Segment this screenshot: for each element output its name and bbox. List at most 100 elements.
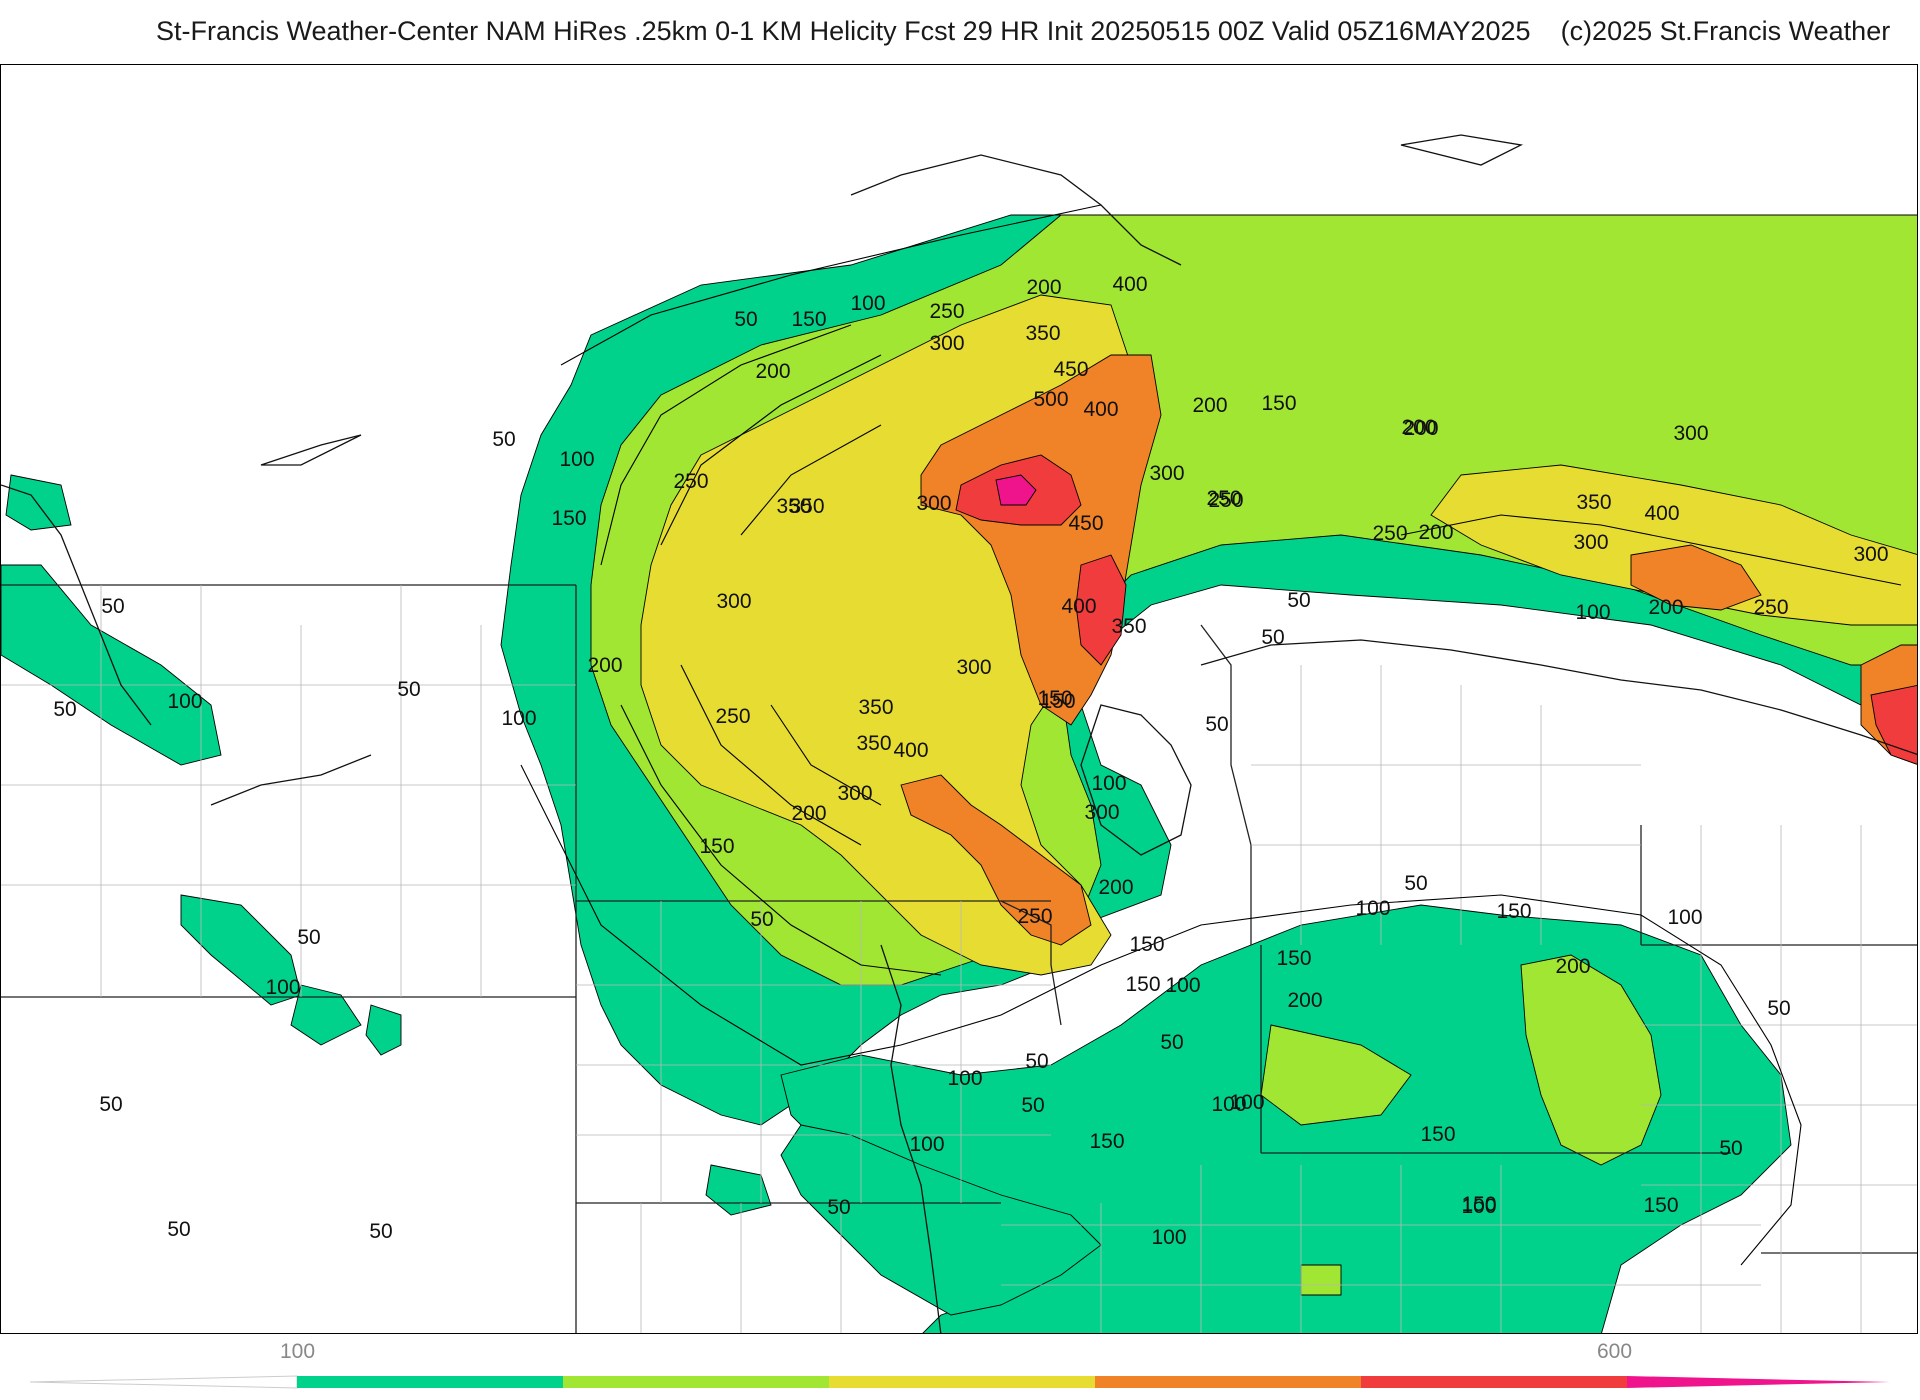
contour-label: 200 [587,654,622,677]
contour-label: 200 [1648,596,1683,619]
contour-label: 250 [1206,487,1241,510]
river-outline-1 [880,944,942,1333]
contour-label: 150 [1037,687,1072,710]
contour-label: 150 [1125,973,1160,996]
contour-label: 100 [1461,1195,1496,1218]
colorbar-tick-600: 600 [1597,1340,1633,1363]
contour-label: 50 [1025,1050,1048,1073]
county-grid-10 [1001,1224,1761,1286]
contour-label: 250 [715,705,750,728]
contour-label: 350 [776,495,811,518]
contour-label: 450 [1068,512,1103,535]
contour-label: 100 [1575,601,1610,624]
contour-label: 100 [559,448,594,471]
contour-label: 100 [1151,1226,1186,1249]
colorbar-seg-2 [563,1376,829,1388]
fill-100-west1 [1,564,222,766]
contour-label: 200 [1192,394,1227,417]
fill-400-south [900,774,1092,946]
county-grid-7 [1700,825,1862,1333]
contour-label: 400 [1061,595,1096,618]
contour-label: 100 [265,976,300,999]
contour-label: 100 [1229,1091,1264,1114]
county-grid-11 [640,1203,842,1333]
contour-label: 150 [1461,1193,1496,1216]
contour-label: 350 [1111,615,1146,638]
fill-100-west2 [5,474,72,531]
contour-line-50 [520,204,1802,1266]
contour-line-150 [600,324,942,976]
boundary-line-11 [1200,624,1252,945]
coastlines [1,134,1917,1333]
contour-label: 100 [1355,897,1390,920]
contour-label: 100 [1211,1093,1246,1116]
lake-superior-outline [1200,639,1917,755]
boundary-line-12 [1000,900,1062,1026]
fill-100-west3 [180,894,302,1006]
contour-label: 200 [1418,521,1453,544]
contour-label: 150 [1496,900,1531,923]
contour-label: 300 [1084,801,1119,824]
contour-label: 150 [791,308,826,331]
colorbar-seg-5 [1361,1376,1627,1388]
map-panel: 50 150 100 250 200 400 200 300 350 450 500 400 200 15… [0,64,1918,1334]
contour-label: 300 [1853,543,1888,566]
colorbar-left-triangle [29,1375,298,1389]
county-grid-9 [1100,1165,1502,1333]
contour-label: 300 [929,332,964,355]
fill-400-east [1630,544,1762,611]
contour-label: 200 [791,802,826,825]
contour-label: 250 [1753,596,1788,619]
contour-label: 150 [1643,1194,1678,1217]
contour-line-350 [740,424,882,806]
contour-label: 100 [1667,906,1702,929]
contour-label: 150 [1129,933,1164,956]
lake-michigan-outline [1080,704,1192,856]
contour-label: 150 [1420,1123,1455,1146]
county-grid-8 [1641,1024,1917,1186]
fill-100-west5 [365,1004,402,1056]
contour-label: 50 [1767,997,1790,1020]
coast-north [850,154,1182,266]
copyright-text: (c)2025 St.Francis Weather [1560,16,1891,46]
contour-label: 350 [1025,322,1060,345]
contour-label: 300 [716,590,751,613]
contour-label: 50 [1404,872,1427,895]
contour-label: 50 [53,698,76,721]
contour-label: 350 [856,732,891,755]
contour-label: 150 [1261,392,1296,415]
contour-label: 50 [369,1220,392,1243]
contour-lines [520,204,1902,1266]
contour-label: 400 [893,739,928,762]
contour-label: 50 [734,308,757,331]
contour-label: 200 [1401,416,1436,439]
contour-label: 300 [916,492,951,515]
contour-label: 200 [1098,876,1133,899]
contour-label: 400 [1112,273,1147,296]
county-grid-3 [660,901,962,1203]
contour-label: 200 [1555,955,1590,978]
contour-line-250 [660,354,882,846]
contour-label: 50 [1205,713,1228,736]
map-title: St-Francis Weather-Center NAM HiRes .25k… [156,16,1890,47]
contour-label: 50 [297,926,320,949]
contour-label: 150 [1276,947,1311,970]
contour-label: 150 [1089,1130,1124,1153]
island-1 [260,434,362,466]
contour-label: 50 [99,1093,122,1116]
contour-label: 200 [1403,417,1438,440]
fill-300-east [1430,464,1917,626]
river-outline-2 [210,754,372,806]
county-grid-5 [1300,665,1542,945]
contour-label: 50 [1287,589,1310,612]
contour-label: 350 [789,495,824,518]
fill-500-mid [1075,554,1127,666]
fill-100-west4 [290,984,362,1046]
contour-label: 50 [1261,626,1284,649]
contour-label: 300 [1573,531,1608,554]
contour-label: 50 [827,1196,850,1219]
contour-label: 50 [167,1218,190,1241]
county-grid-2 [1,684,576,886]
contour-label: 100 [850,292,885,315]
